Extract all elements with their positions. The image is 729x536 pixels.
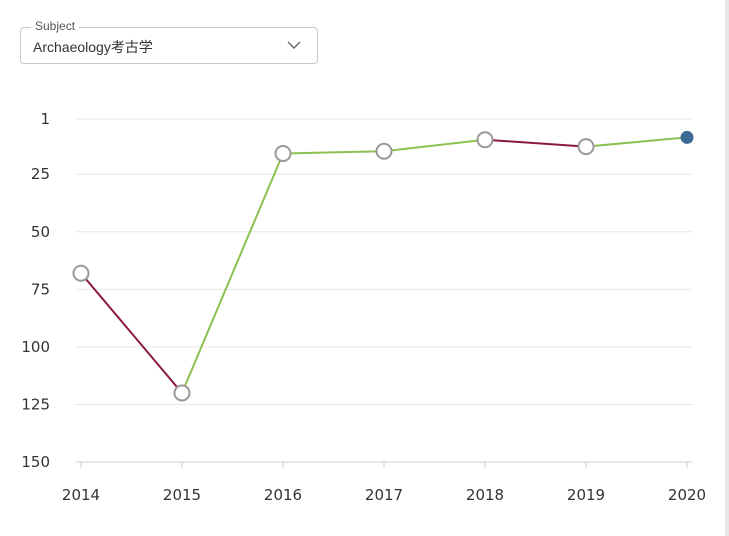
data-point (173, 384, 191, 402)
x-tick-label: 2014 (62, 486, 100, 504)
chevron-down-icon[interactable] (287, 38, 301, 52)
subject-select-value: Archaeology考古学 (33, 39, 153, 55)
data-point (72, 264, 90, 282)
data-point (577, 138, 595, 156)
x-tick-label: 2016 (264, 486, 302, 504)
x-tick-label: 2015 (163, 486, 201, 504)
line-segment (181, 153, 284, 394)
line-segment (282, 150, 385, 155)
x-tick-label: 2020 (668, 486, 706, 504)
y-tick-label: 75 (31, 280, 50, 298)
line-segment (80, 272, 183, 394)
data-point (375, 142, 393, 160)
y-tick-label: 100 (21, 338, 50, 356)
right-scrollbar-track (725, 0, 729, 536)
y-tick-label: 1 (40, 110, 50, 128)
y-tick-label: 50 (31, 223, 50, 241)
axes (76, 461, 692, 468)
y-tick-label: 150 (21, 453, 50, 471)
x-tick-label: 2018 (466, 486, 504, 504)
data-point (476, 131, 494, 149)
line-segment (383, 138, 486, 153)
ranking-line (80, 136, 688, 394)
subject-select-legend: Subject (31, 19, 80, 33)
data-point (274, 145, 292, 163)
grid-lines (76, 118, 692, 405)
x-tick-label: 2017 (365, 486, 403, 504)
x-tick-label: 2019 (567, 486, 605, 504)
subject-select[interactable]: Subject Archaeology考古学 (20, 19, 318, 64)
line-segment (585, 136, 688, 148)
line-segment (484, 138, 587, 148)
y-tick-label: 25 (31, 165, 50, 183)
ranking-points (72, 130, 694, 402)
y-tick-label: 125 (21, 395, 50, 413)
data-point-current (680, 130, 694, 144)
